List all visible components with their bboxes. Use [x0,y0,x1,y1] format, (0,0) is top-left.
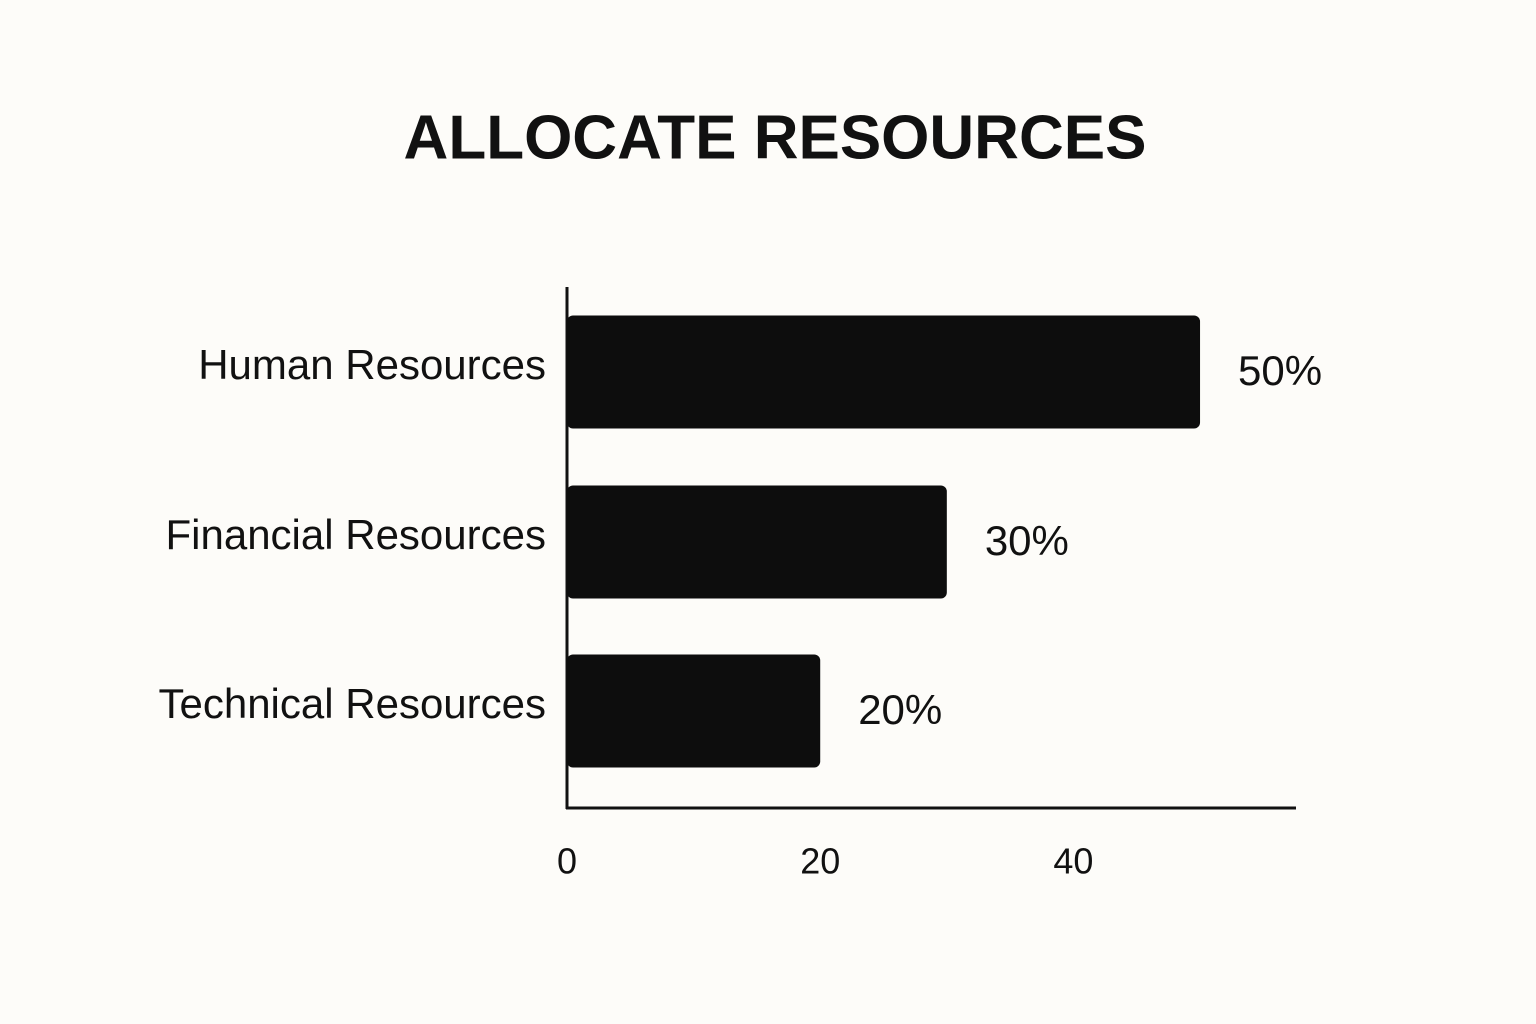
bar [567,654,821,768]
x-tick-label: 0 [557,841,577,882]
value-label: 30% [985,517,1069,564]
value-label: 20% [858,686,942,733]
x-tick-label: 40 [1053,841,1093,882]
y-tick-label: Technical Resources [158,680,546,727]
chart-title: ALLOCATE RESOURCES [404,103,1147,172]
value-label: 50% [1238,347,1322,394]
y-tick-label: Human Resources [198,341,546,388]
x-tick-label: 20 [800,841,840,882]
bar [567,315,1201,429]
bar [567,485,947,599]
y-tick-label: Financial Resources [165,511,546,558]
